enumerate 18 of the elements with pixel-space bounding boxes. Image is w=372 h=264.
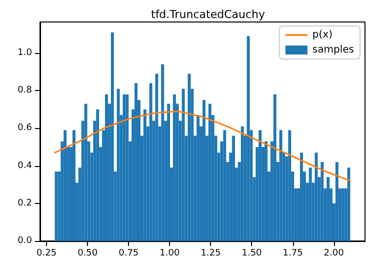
y-tick-label: 0.2 — [18, 198, 32, 208]
x-tick-label: 1.75 — [282, 248, 303, 258]
line-series — [54, 110, 351, 182]
y-tick-label: 1.0 — [18, 48, 32, 58]
legend-label: samples — [312, 44, 354, 56]
chart-title: tfd.TruncatedCauchy — [150, 8, 266, 21]
y-tick-label: 0.0 — [18, 236, 32, 246]
legend-label: p(x) — [312, 30, 333, 40]
x-tick-label: 1.25 — [200, 248, 221, 258]
x-tick-label: 1.00 — [160, 248, 180, 258]
x-tick-label: 1.50 — [242, 248, 262, 258]
x-tick-label: 0.50 — [78, 248, 98, 258]
x-tick-label: 2.00 — [324, 248, 344, 258]
x-tick-label: 0.75 — [118, 248, 139, 258]
y-tick-label: 0.8 — [18, 86, 32, 96]
y-tick-label: 0.6 — [18, 123, 32, 134]
y-tick-label: 0.4 — [18, 160, 32, 171]
x-tick-label: 0.25 — [36, 248, 57, 258]
